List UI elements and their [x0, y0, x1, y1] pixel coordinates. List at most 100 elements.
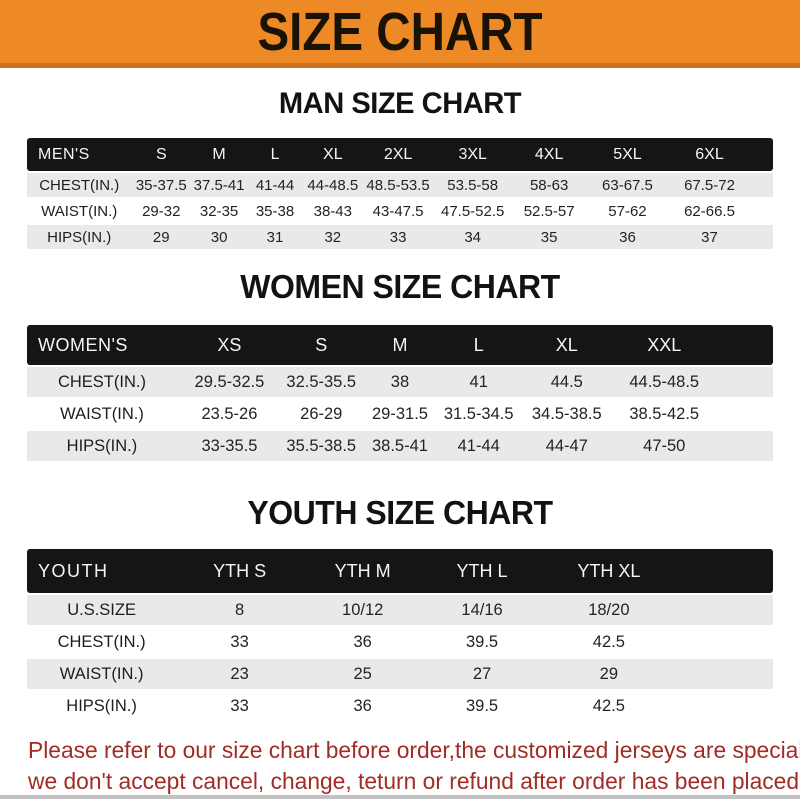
- youth-size-cell-2-2: 27: [422, 659, 542, 689]
- youth-size-cell-0-0: 8: [176, 595, 303, 625]
- youth-size-cell-3-0: 33: [176, 691, 303, 721]
- men-size-cell-1-7: 57-62: [586, 199, 669, 223]
- men-size-cell-0-1: 37.5-41: [191, 173, 248, 197]
- men-size-cell-0-2: 41-44: [247, 173, 303, 197]
- bottom-edge-strip: [0, 795, 800, 799]
- note-line-2: we don't accept cancel, change, teturn o…: [28, 768, 800, 794]
- youth-table-row-3: HIPS(IN.) 33 36 39.5 42.5: [27, 691, 773, 721]
- men-size-cell-0-0: 35-37.5: [131, 173, 192, 197]
- women-size-cell-1-3: 31.5-34.5: [439, 399, 519, 429]
- spacer-cell: [750, 173, 773, 197]
- spacer-cell: [750, 199, 773, 223]
- women-size-cell-0-5: 44.5-48.5: [615, 367, 713, 397]
- men-column-header-2: L: [247, 138, 303, 171]
- spacer-cell: [675, 659, 773, 689]
- men-size-cell-1-3: 38-43: [302, 199, 363, 223]
- women-column-header-2: M: [360, 325, 440, 365]
- men-column-header-6: 4XL: [511, 138, 587, 171]
- women-size-cell-0-0: 29.5-32.5: [176, 367, 282, 397]
- men-size-cell-2-7: 36: [586, 225, 669, 249]
- spacer-cell: [750, 138, 773, 171]
- youth-table-row-2: WAIST(IN.) 23 25 27 29: [27, 659, 773, 689]
- men-size-cell-1-5: 47.5-52.5: [433, 199, 512, 223]
- youth-size-cell-2-0: 23: [176, 659, 303, 689]
- men-row-label-1: WAIST(IN.): [27, 199, 132, 223]
- women-corner-label: WOMEN'S: [27, 325, 177, 365]
- women-size-table: WOMEN'S XS S M L XL XXL CHEST(IN.) 29.5-32.5 32.5…: [27, 323, 773, 463]
- men-table-row-0: CHEST(IN.) 35-37.5 37.5-41 41-44 44-48.5 48.5…: [27, 173, 773, 197]
- spacer-cell: [712, 325, 773, 365]
- youth-size-cell-1-2: 39.5: [422, 627, 542, 657]
- youth-size-cell-1-1: 36: [303, 627, 423, 657]
- men-table-row-1: WAIST(IN.) 29-32 32-35 35-38 38-43 43-47.5 47.…: [27, 199, 773, 223]
- youth-size-cell-1-3: 42.5: [541, 627, 676, 657]
- men-size-cell-2-2: 31: [247, 225, 303, 249]
- women-size-cell-0-2: 38: [360, 367, 440, 397]
- women-size-cell-0-4: 44.5: [518, 367, 616, 397]
- men-table-row-2: HIPS(IN.) 29 30 31 32 33 34 35 36 37: [27, 225, 773, 249]
- men-column-header-3: XL: [302, 138, 363, 171]
- men-table-header-row: MEN'S S M L XL 2XL 3XL 4XL 5XL 6XL: [27, 138, 773, 171]
- women-row-label-2: HIPS(IN.): [27, 431, 177, 461]
- men-row-label-0: CHEST(IN.): [27, 173, 132, 197]
- spacer-cell: [712, 367, 773, 397]
- women-size-cell-1-5: 38.5-42.5: [615, 399, 713, 429]
- women-size-cell-1-1: 26-29: [281, 399, 361, 429]
- men-column-header-0: S: [131, 138, 192, 171]
- women-size-cell-2-1: 35.5-38.5: [281, 431, 361, 461]
- men-size-cell-1-4: 43-47.5: [362, 199, 434, 223]
- youth-section-heading: YOUTH SIZE CHART: [247, 494, 553, 531]
- men-size-cell-1-6: 52.5-57: [511, 199, 587, 223]
- spacer-cell: [712, 431, 773, 461]
- youth-size-cell-0-2: 14/16: [422, 595, 542, 625]
- youth-size-table: YOUTH YTH S YTH M YTH L YTH XL U.S.SIZE 8 10/12…: [27, 547, 773, 723]
- men-column-header-1: M: [191, 138, 248, 171]
- men-column-header-8: 6XL: [668, 138, 751, 171]
- men-column-header-5: 3XL: [433, 138, 512, 171]
- youth-table-header-row: YOUTH YTH S YTH M YTH L YTH XL: [27, 549, 773, 593]
- men-size-cell-2-4: 33: [362, 225, 434, 249]
- women-column-header-0: XS: [176, 325, 282, 365]
- men-column-header-4: 2XL: [362, 138, 434, 171]
- youth-size-cell-0-1: 10/12: [303, 595, 423, 625]
- men-size-cell-1-8: 62-66.5: [668, 199, 751, 223]
- youth-corner-label: YOUTH: [27, 549, 177, 593]
- spacer-cell: [675, 691, 773, 721]
- women-size-cell-1-2: 29-31.5: [360, 399, 440, 429]
- youth-size-table-container: YOUTH YTH S YTH M YTH L YTH XL U.S.SIZE 8 10/12…: [0, 547, 800, 723]
- men-size-cell-0-6: 58-63: [511, 173, 587, 197]
- men-column-header-7: 5XL: [586, 138, 669, 171]
- youth-size-cell-2-1: 25: [303, 659, 423, 689]
- youth-table-row-1: CHEST(IN.) 33 36 39.5 42.5: [27, 627, 773, 657]
- men-section-heading: MAN SIZE CHART: [278, 87, 522, 120]
- women-size-cell-2-0: 33-35.5: [176, 431, 282, 461]
- men-size-cell-2-0: 29: [131, 225, 192, 249]
- men-size-cell-2-3: 32: [302, 225, 363, 249]
- youth-row-label-2: WAIST(IN.): [27, 659, 177, 689]
- youth-size-cell-3-1: 36: [303, 691, 423, 721]
- men-size-cell-0-7: 63-67.5: [586, 173, 669, 197]
- men-size-table: MEN'S S M L XL 2XL 3XL 4XL 5XL 6XL CHEST(IN.) 35-37…: [27, 136, 773, 251]
- women-size-cell-2-4: 44-47: [518, 431, 616, 461]
- youth-column-header-0: YTH S: [176, 549, 303, 593]
- men-size-table-container: MEN'S S M L XL 2XL 3XL 4XL 5XL 6XL CHEST(IN.) 35-37…: [0, 136, 800, 251]
- men-section: MAN SIZE CHART MEN'S S M L XL 2XL 3XL 4XL 5XL 6XL…: [0, 86, 800, 251]
- spacer-cell: [712, 399, 773, 429]
- men-size-cell-2-6: 35: [511, 225, 587, 249]
- men-size-cell-1-1: 32-35: [191, 199, 248, 223]
- spacer-cell: [675, 549, 773, 593]
- men-corner-label: MEN'S: [27, 138, 132, 171]
- women-size-cell-2-3: 41-44: [439, 431, 519, 461]
- spacer-cell: [675, 595, 773, 625]
- footer-note: Please refer to our size chart before or…: [28, 735, 800, 797]
- women-section-heading: WOMEN SIZE CHART: [240, 268, 560, 305]
- youth-column-header-3: YTH XL: [541, 549, 676, 593]
- women-section: WOMEN SIZE CHART WOMEN'S XS S M L XL XXL CHEST(…: [0, 267, 800, 463]
- women-size-cell-0-3: 41: [439, 367, 519, 397]
- youth-section: YOUTH SIZE CHART YOUTH YTH S YTH M YTH L YTH…: [0, 493, 800, 723]
- youth-size-cell-3-2: 39.5: [422, 691, 542, 721]
- men-size-cell-0-4: 48.5-53.5: [362, 173, 434, 197]
- men-size-cell-0-3: 44-48.5: [302, 173, 363, 197]
- youth-row-label-0: U.S.SIZE: [27, 595, 177, 625]
